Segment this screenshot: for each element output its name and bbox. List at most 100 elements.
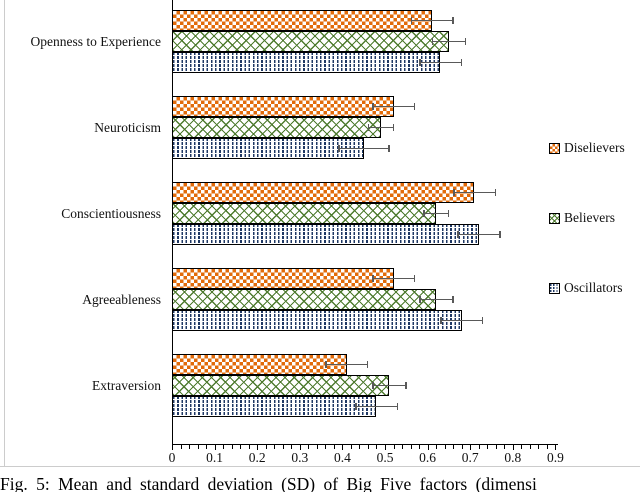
legend-swatch-oscillators-icon <box>549 282 560 294</box>
bar-believers-2 <box>172 117 381 138</box>
bar-believers-1 <box>172 31 449 52</box>
x-tick-label-0-8: 0.8 <box>504 450 522 465</box>
error-bar-cap <box>413 103 416 110</box>
bar-diselievers-5 <box>172 354 347 375</box>
x-axis-minor-tick <box>487 445 489 449</box>
error-bar-cap <box>452 296 454 303</box>
x-axis-minor-tick <box>223 445 225 449</box>
x-axis-minor-tick <box>521 445 523 449</box>
x-axis-minor-tick <box>538 445 540 449</box>
error-bar-cap <box>338 145 340 152</box>
x-tick-label-0-2: 0.2 <box>248 450 266 465</box>
x-axis-minor-tick <box>436 445 438 449</box>
x-axis-minor-tick <box>504 445 506 449</box>
legend-swatch-diselievers-icon <box>549 142 560 154</box>
error-bar-cap <box>355 403 357 410</box>
x-axis-minor-tick <box>231 445 233 449</box>
error-bar-cap <box>388 145 390 152</box>
error-bar-line <box>457 233 500 236</box>
error-bar-cap <box>419 59 421 66</box>
x-axis-minor-tick <box>546 445 548 449</box>
error-bar-cap <box>325 361 327 368</box>
bar-oscillators-2 <box>172 138 364 159</box>
error-bar-cap <box>481 317 484 324</box>
error-bar-cap <box>392 124 395 131</box>
legend-item-believers: Believers <box>549 210 615 225</box>
error-bar-cap <box>372 382 374 389</box>
error-bar-cap <box>410 17 413 24</box>
error-bar-cap <box>367 124 370 131</box>
bar-believers-3 <box>172 203 437 224</box>
error-bar-line <box>419 298 454 301</box>
error-bar-line <box>440 319 483 322</box>
x-axis-minor-tick <box>325 445 327 449</box>
category-label-openness: Openness to Experience <box>30 33 161 49</box>
error-bar-cap <box>453 189 455 196</box>
error-bar-line <box>325 363 368 366</box>
bar-oscillators-1 <box>172 52 441 73</box>
error-bar-cap <box>372 275 374 282</box>
error-bar-cap <box>447 210 450 217</box>
bar-believers-4 <box>172 289 437 310</box>
x-axis-minor-tick <box>248 445 250 449</box>
x-axis-minor-tick <box>359 445 361 449</box>
bar-diselievers-1 <box>172 10 432 31</box>
legend-item-oscillators: Oscillators <box>549 280 623 295</box>
x-axis-minor-tick <box>419 445 421 449</box>
bar-oscillators-5 <box>172 396 377 417</box>
x-axis-minor-tick <box>197 445 199 449</box>
x-axis-minor-tick <box>410 445 412 449</box>
x-axis-minor-tick <box>180 445 182 449</box>
x-axis-minor-tick <box>444 445 446 449</box>
x-axis-major-tick <box>299 445 301 450</box>
bar-diselievers-3 <box>172 182 475 203</box>
x-tick-label-0-5: 0.5 <box>376 450 394 465</box>
x-axis-major-tick <box>555 445 557 450</box>
x-axis-minor-tick <box>189 445 191 449</box>
x-axis-minor-tick <box>529 445 531 449</box>
x-axis-major-tick <box>257 445 259 450</box>
legend-label-diselievers: Diselievers <box>564 140 625 155</box>
figure-caption-divider <box>0 466 640 467</box>
x-axis-minor-tick <box>333 445 335 449</box>
x-axis-line <box>172 444 559 446</box>
error-bar-cap <box>366 361 369 368</box>
error-bar-line <box>355 405 398 408</box>
error-bar-cap <box>460 59 463 66</box>
x-axis-minor-tick <box>308 445 310 449</box>
x-axis-minor-tick <box>274 445 276 449</box>
bar-believers-5 <box>172 375 390 396</box>
error-bar-cap <box>405 382 407 389</box>
bar-diselievers-4 <box>172 268 394 289</box>
error-bar-cap <box>452 17 454 24</box>
x-axis-minor-tick <box>367 445 369 449</box>
x-tick-label-0-1: 0.1 <box>206 450 224 465</box>
x-tick-label-0-3: 0.3 <box>291 450 309 465</box>
category-label-neuroticism: Neuroticism <box>94 119 161 135</box>
x-axis-minor-tick <box>206 445 208 449</box>
error-bar-cap <box>396 403 399 410</box>
x-tick-label-0-4: 0.4 <box>333 450 351 465</box>
error-bar-cap <box>413 275 416 282</box>
x-axis-major-tick <box>172 445 173 450</box>
x-axis-minor-tick <box>240 445 242 449</box>
x-tick-label-0-7: 0.7 <box>461 450 479 465</box>
x-axis-minor-tick <box>376 445 378 449</box>
error-bar-cap <box>457 231 459 238</box>
legend-item-diselievers: Diselievers <box>549 140 625 155</box>
x-axis-minor-tick <box>478 445 480 449</box>
error-bar-line <box>372 277 415 280</box>
x-tick-label-0-6: 0.6 <box>419 450 437 465</box>
error-bar-cap <box>494 189 497 196</box>
error-bar-cap <box>464 38 467 45</box>
x-axis-minor-tick <box>350 445 352 449</box>
error-bar-line <box>431 40 466 43</box>
x-axis-major-tick <box>512 445 514 450</box>
x-axis-minor-tick <box>461 445 463 449</box>
error-bar-cap <box>431 38 434 45</box>
figure-caption: Fig. 5: Mean and standard deviation (SD)… <box>0 474 537 492</box>
x-axis-major-tick <box>427 445 429 450</box>
bar-oscillators-4 <box>172 310 462 331</box>
x-axis-minor-tick <box>282 445 284 449</box>
